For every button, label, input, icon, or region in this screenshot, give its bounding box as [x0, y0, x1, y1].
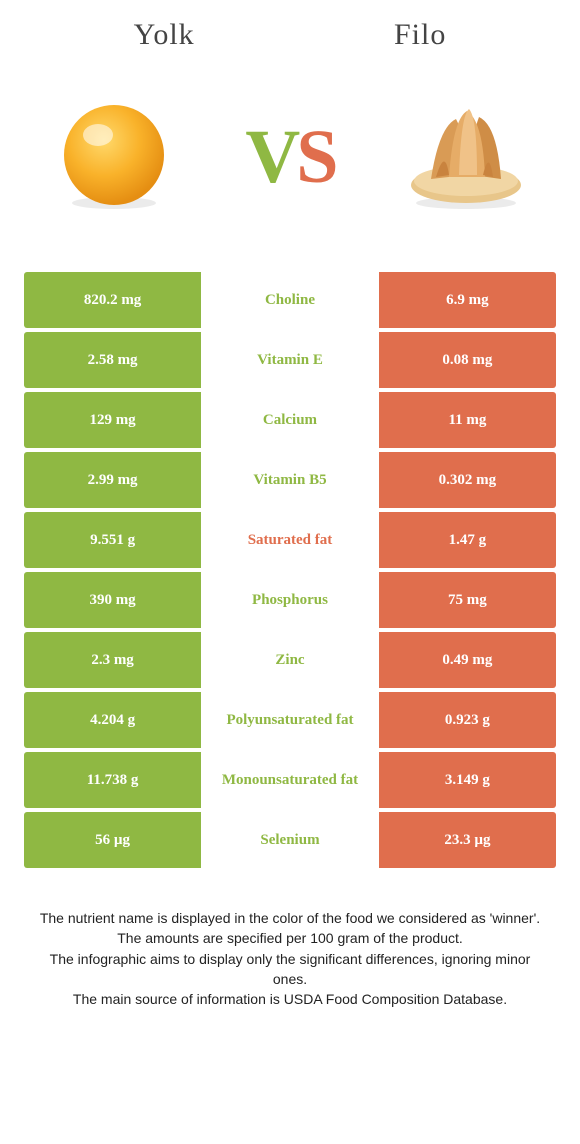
nutrient-label: Vitamin E	[201, 332, 379, 388]
right-value: 23.3 µg	[379, 812, 556, 868]
footnotes: The nutrient name is displayed in the co…	[24, 908, 556, 1009]
nutrient-label: Monounsaturated fat	[201, 752, 379, 808]
images-row: V S	[24, 92, 556, 222]
vs-v: V	[245, 114, 296, 201]
infographic-container: Yolk Filo V S	[0, 0, 580, 1029]
nutrient-label: Selenium	[201, 812, 379, 868]
footnote-line: The amounts are specified per 100 gram o…	[34, 928, 546, 948]
nutrient-row: 2.99 mgVitamin B50.302 mg	[24, 452, 556, 508]
right-value: 11 mg	[379, 392, 556, 448]
right-value: 3.149 g	[379, 752, 556, 808]
yolk-image	[49, 92, 179, 222]
nutrient-label: Calcium	[201, 392, 379, 448]
right-value: 1.47 g	[379, 512, 556, 568]
nutrient-row: 390 mgPhosphorus75 mg	[24, 572, 556, 628]
nutrient-label: Choline	[201, 272, 379, 328]
left-value: 390 mg	[24, 572, 201, 628]
right-value: 0.302 mg	[379, 452, 556, 508]
footnote-line: The infographic aims to display only the…	[34, 949, 546, 990]
left-value: 129 mg	[24, 392, 201, 448]
right-title: Filo	[394, 18, 446, 52]
nutrient-row: 9.551 gSaturated fat1.47 g	[24, 512, 556, 568]
right-value: 75 mg	[379, 572, 556, 628]
left-value: 56 µg	[24, 812, 201, 868]
nutrient-row: 2.58 mgVitamin E0.08 mg	[24, 332, 556, 388]
left-value: 11.738 g	[24, 752, 201, 808]
left-value: 2.99 mg	[24, 452, 201, 508]
nutrient-label: Phosphorus	[201, 572, 379, 628]
footnote-line: The main source of information is USDA F…	[34, 989, 546, 1009]
left-value: 820.2 mg	[24, 272, 201, 328]
right-value: 0.49 mg	[379, 632, 556, 688]
left-value: 4.204 g	[24, 692, 201, 748]
nutrient-table: 820.2 mgCholine6.9 mg2.58 mgVitamin E0.0…	[24, 272, 556, 868]
left-value: 2.3 mg	[24, 632, 201, 688]
right-value: 6.9 mg	[379, 272, 556, 328]
left-value: 2.58 mg	[24, 332, 201, 388]
nutrient-label: Polyunsaturated fat	[201, 692, 379, 748]
nutrient-row: 11.738 gMonounsaturated fat3.149 g	[24, 752, 556, 808]
nutrient-row: 2.3 mgZinc0.49 mg	[24, 632, 556, 688]
filo-icon	[401, 97, 531, 217]
nutrient-row: 129 mgCalcium11 mg	[24, 392, 556, 448]
vs-label: V S	[245, 114, 334, 201]
right-value: 0.08 mg	[379, 332, 556, 388]
nutrient-label: Saturated fat	[201, 512, 379, 568]
nutrient-label: Vitamin B5	[201, 452, 379, 508]
vs-s: S	[296, 114, 334, 201]
titles-row: Yolk Filo	[24, 18, 556, 52]
nutrient-row: 820.2 mgCholine6.9 mg	[24, 272, 556, 328]
left-title: Yolk	[134, 18, 195, 52]
right-value: 0.923 g	[379, 692, 556, 748]
filo-image	[401, 92, 531, 222]
footnote-line: The nutrient name is displayed in the co…	[34, 908, 546, 928]
nutrient-row: 56 µgSelenium23.3 µg	[24, 812, 556, 868]
left-value: 9.551 g	[24, 512, 201, 568]
yolk-icon	[54, 97, 174, 217]
nutrient-row: 4.204 gPolyunsaturated fat0.923 g	[24, 692, 556, 748]
nutrient-label: Zinc	[201, 632, 379, 688]
